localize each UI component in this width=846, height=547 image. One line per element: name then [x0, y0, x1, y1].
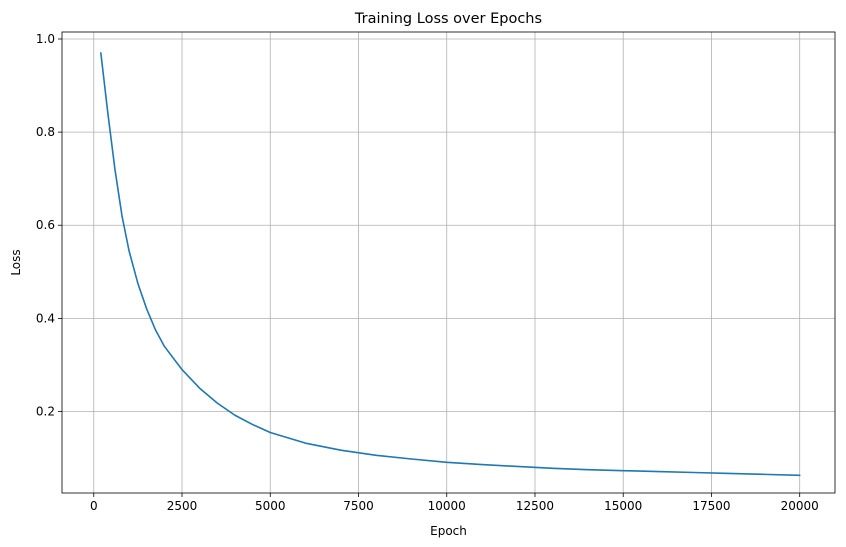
x-tick-label: 2500: [167, 499, 198, 513]
y-tick-label: 0.2: [36, 405, 55, 419]
y-tick-label: 0.6: [36, 218, 55, 232]
x-tick-label: 0: [90, 499, 98, 513]
x-tick-label: 5000: [255, 499, 286, 513]
x-tick-label: 20000: [781, 499, 819, 513]
y-tick-label: 0.8: [36, 125, 55, 139]
x-axis: 0 2500 5000 7500 10000 12500 15000 17500 20000: [90, 493, 819, 513]
x-tick-label: 17500: [692, 499, 730, 513]
y-axis: 0.2 0.4 0.6 0.8 1.0: [36, 32, 62, 419]
grid-layer: [62, 32, 835, 493]
x-tick-label: 15000: [604, 499, 642, 513]
x-axis-label: Epoch: [430, 524, 467, 538]
y-tick-label: 1.0: [36, 32, 55, 46]
chart-title: Training Loss over Epochs: [354, 11, 542, 27]
y-tick-label: 0.4: [36, 311, 55, 325]
x-tick-label: 12500: [516, 499, 554, 513]
loss-line: [100, 52, 801, 477]
plot-frame: [61, 31, 836, 494]
y-axis-label: Loss: [9, 249, 23, 275]
x-tick-label: 10000: [428, 499, 466, 513]
series-layer: [100, 52, 801, 477]
x-tick-label: 7500: [343, 499, 374, 513]
